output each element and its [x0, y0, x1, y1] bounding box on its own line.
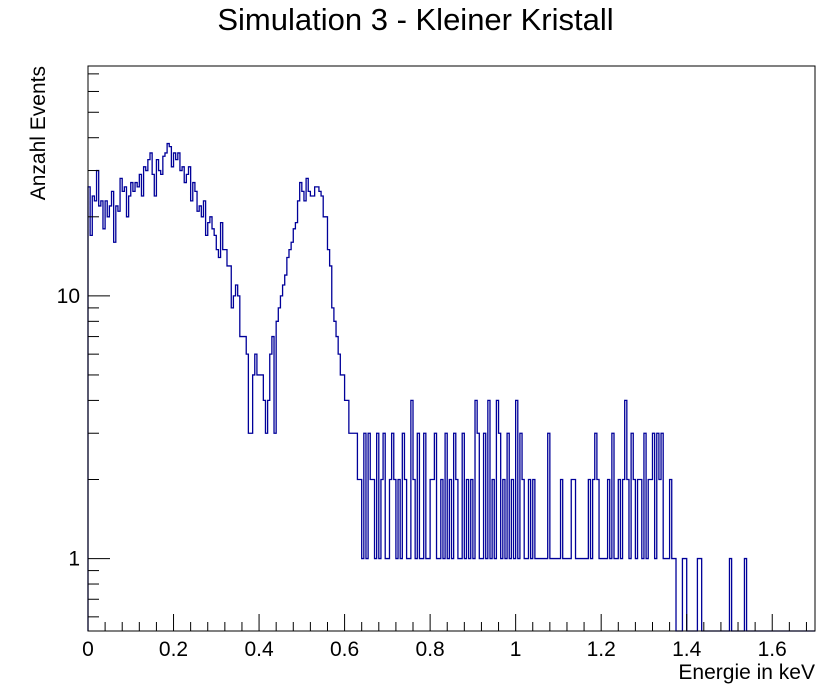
- x-tick-label: 0.2: [159, 638, 188, 661]
- x-tick-label: 1.2: [587, 638, 616, 661]
- chart-title: Simulation 3 - Kleiner Kristall: [217, 2, 614, 37]
- x-tick-label: 1.4: [672, 638, 702, 661]
- x-tick-label: 0.8: [416, 638, 445, 661]
- x-axis-label: Energie in keV: [678, 661, 815, 684]
- y-tick-label: 10: [57, 285, 80, 308]
- histogram-line: [87, 142, 815, 632]
- x-tick-label: 1: [510, 638, 522, 661]
- histogram-series: [87, 142, 815, 632]
- x-tick-label: 0.6: [330, 638, 359, 661]
- y-axis-label: Anzahl Events: [27, 66, 50, 200]
- x-tick-label: 1.6: [758, 638, 787, 661]
- y-tick-label: 1: [68, 548, 80, 571]
- plot-frame: [87, 65, 816, 632]
- x-tick-label: 0: [82, 638, 94, 661]
- x-tick-label: 0.4: [244, 638, 274, 661]
- axis-ticks: 0 0.2 0.4 0.6 0.8 1 1.2 1.4 1.6 1 10: [57, 73, 807, 661]
